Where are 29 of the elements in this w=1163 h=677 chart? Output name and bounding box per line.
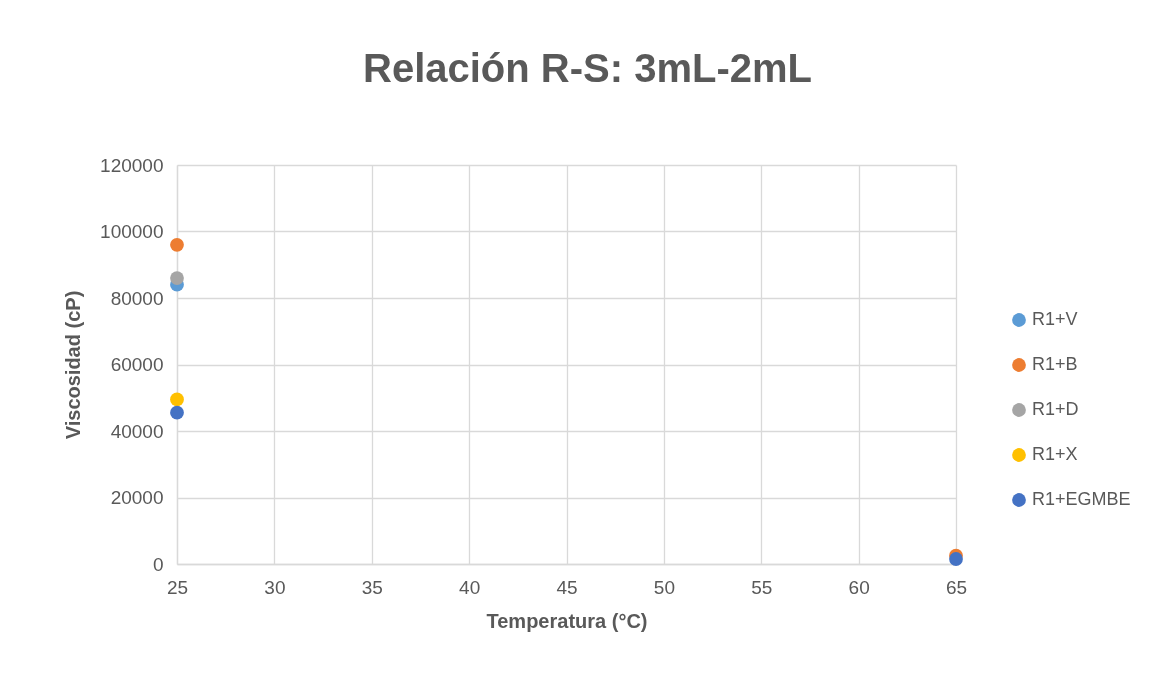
y-tick-label: 40000 (110, 420, 164, 442)
point (170, 405, 184, 420)
y-tick-label: 0 (152, 553, 164, 575)
x-tick-label: 60 (848, 576, 870, 598)
y-tick-label: 20000 (110, 487, 164, 508)
y-tick-label: 80000 (110, 287, 164, 309)
x-tick-label: 25 (166, 576, 189, 598)
y-tick-label: 120000 (100, 154, 164, 176)
x-tick-label: 65 (945, 576, 968, 598)
x-tick-label: 50 (653, 576, 675, 598)
chart-title: Relación R-S: 3mL-2mL (363, 46, 812, 90)
point (170, 392, 184, 407)
y-tick-label: 100000 (100, 221, 164, 242)
x-tick-label: 30 (264, 576, 286, 598)
legend-label: R1+X (1032, 444, 1078, 464)
y-tick-label: 60000 (110, 354, 164, 375)
x-tick-label: 55 (751, 576, 773, 598)
legend-label: R1+V (1032, 309, 1078, 329)
legend-label: R1+D (1032, 399, 1079, 419)
point (949, 552, 963, 566)
x-tick-label: 45 (556, 576, 578, 598)
legend-label: R1+EGMBE (1032, 489, 1131, 509)
x-tick-label: 40 (459, 576, 481, 598)
point (170, 271, 184, 285)
y-axis-title: Viscosidad (cP) (62, 290, 85, 440)
legend-label: R1+B (1032, 354, 1078, 374)
x-axis-title: Temperatura (°C) (486, 609, 648, 632)
x-tick-label: 35 (361, 576, 383, 598)
point (170, 237, 184, 252)
